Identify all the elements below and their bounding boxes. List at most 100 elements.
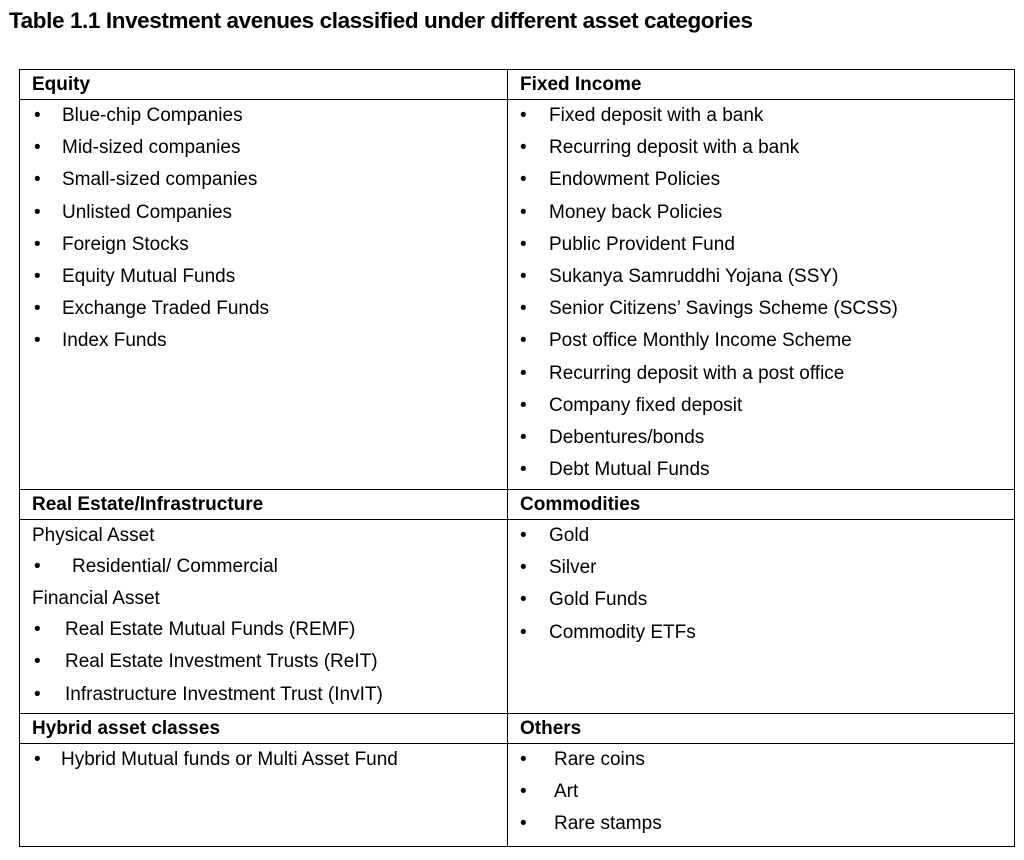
list-item-text: Equity Mutual Funds — [62, 265, 236, 287]
bullet-icon: • — [520, 298, 527, 320]
list-item: • Recurring deposit with a post office — [508, 358, 1014, 390]
equity-list: • Blue-chip Companies • Mid-sized companies… — [20, 100, 507, 358]
physical-asset-list: • Residential/ Commercial — [20, 551, 507, 583]
list-item-text: Hybrid Mutual funds or Multi Asset Fund — [61, 749, 398, 770]
list-item: • Gold Funds — [508, 584, 1014, 616]
list-item: • Gold — [508, 520, 1014, 552]
others-cell: • Rare coins • Art • Rare stamps — [507, 743, 1015, 847]
bullet-icon: • — [34, 169, 41, 191]
list-item-text: Debentures/bonds — [549, 426, 705, 448]
real-estate-header: Real Estate/Infrastructure — [19, 489, 508, 520]
bullet-icon: • — [520, 781, 527, 803]
list-item-text: Art — [554, 781, 579, 803]
table-title: Table 1.1 Investment avenues classified … — [9, 8, 753, 33]
list-item: • Real Estate Mutual Funds (REMF) — [20, 614, 507, 646]
bullet-icon: • — [520, 169, 527, 191]
bullet-icon: • — [34, 233, 41, 255]
list-item-text: Real Estate Mutual Funds (REMF) — [65, 619, 356, 641]
bullet-icon: • — [34, 749, 41, 770]
physical-asset-label: Physical Asset — [32, 525, 155, 546]
list-item: • Company fixed deposit — [508, 390, 1014, 422]
list-item-text: Blue-chip Companies — [62, 105, 243, 126]
list-item: • Hybrid Mutual funds or Multi Asset Fund — [20, 744, 507, 776]
list-item-text: Senior Citizens’ Savings Scheme (SCSS) — [549, 298, 898, 320]
bullet-icon: • — [34, 556, 41, 577]
fixed-income-header: Fixed Income — [507, 69, 1015, 100]
table-header-row: Hybrid asset classes Others — [19, 713, 1015, 744]
list-item: • Blue-chip Companies — [20, 100, 507, 132]
list-item-text: Recurring deposit with a bank — [549, 137, 800, 159]
equity-header: Equity — [19, 69, 508, 100]
list-item: • Rare stamps — [508, 808, 1014, 840]
table-header-row: Real Estate/Infrastructure Commodities — [19, 489, 1015, 520]
fixed-income-list: • Fixed deposit with a bank • Recurring dep… — [508, 100, 1014, 486]
bullet-icon: • — [34, 201, 41, 223]
table-row: Physical Asset • Residential/ Commercial … — [19, 519, 1015, 714]
list-item-text: Public Provident Fund — [549, 233, 735, 255]
bullet-icon: • — [520, 265, 527, 287]
bullet-icon: • — [520, 589, 527, 611]
financial-asset-list: • Real Estate Mutual Funds (REMF) • Real Es… — [20, 614, 507, 711]
list-item: • Money back Policies — [508, 197, 1014, 229]
list-item: • Commodity ETFs — [508, 617, 1014, 649]
list-item: • Rare coins — [508, 744, 1014, 776]
bullet-icon: • — [520, 201, 527, 223]
bullet-icon: • — [520, 813, 527, 835]
hybrid-cell: • Hybrid Mutual funds or Multi Asset Fund — [19, 743, 508, 847]
commodities-header: Commodities — [507, 489, 1015, 520]
list-item: • Recurring deposit with a bank — [508, 132, 1014, 164]
list-item-text: Sukanya Samruddhi Yojana (SSY) — [549, 265, 839, 287]
bullet-icon: • — [520, 459, 527, 481]
table-header-row: Equity Fixed Income — [19, 69, 1015, 100]
bullet-icon: • — [520, 621, 527, 643]
bullet-icon: • — [520, 105, 527, 126]
bullet-icon: • — [520, 557, 527, 579]
bullet-icon: • — [34, 619, 41, 641]
list-item: • Small-sized companies — [20, 164, 507, 196]
bullet-icon: • — [34, 265, 41, 287]
list-item-text: Small-sized companies — [62, 169, 258, 191]
equity-cell: • Blue-chip Companies • Mid-sized companies… — [19, 99, 508, 490]
others-header: Others — [507, 713, 1015, 744]
bullet-icon: • — [520, 749, 527, 770]
bullet-icon: • — [34, 137, 41, 159]
commodities-cell: • Gold • Silver • Gold Funds • Commodity ETFs — [507, 519, 1015, 714]
list-item-text: Rare coins — [554, 749, 645, 770]
list-item: • Index Funds — [20, 325, 507, 357]
list-item: • Foreign Stocks — [20, 229, 507, 261]
list-item-text: Commodity ETFs — [549, 621, 696, 643]
list-item: • Residential/ Commercial — [20, 551, 507, 583]
table-row: • Hybrid Mutual funds or Multi Asset Fund… — [19, 743, 1015, 847]
bullet-icon: • — [520, 394, 527, 416]
list-item: • Post office Monthly Income Scheme — [508, 325, 1014, 357]
list-item: • Silver — [508, 552, 1014, 584]
bullet-icon: • — [520, 137, 527, 159]
list-item-text: Infrastructure Investment Trust (InvIT) — [65, 683, 383, 705]
list-item: • Infrastructure Investment Trust (InvIT) — [20, 679, 507, 711]
bullet-icon: • — [520, 426, 527, 448]
hybrid-list: • Hybrid Mutual funds or Multi Asset Fund — [20, 744, 507, 776]
list-item: • Endowment Policies — [508, 164, 1014, 196]
list-item: • Fixed deposit with a bank — [508, 100, 1014, 132]
list-item-text: Recurring deposit with a post office — [549, 362, 845, 384]
list-item: • Art — [508, 776, 1014, 808]
list-item: • Debt Mutual Funds — [508, 454, 1014, 486]
list-item: • Unlisted Companies — [20, 197, 507, 229]
list-item: • Equity Mutual Funds — [20, 261, 507, 293]
list-item-text: Post office Monthly Income Scheme — [549, 330, 852, 352]
list-item-text: Debt Mutual Funds — [549, 459, 710, 481]
list-item: • Public Provident Fund — [508, 229, 1014, 261]
list-item-text: Unlisted Companies — [62, 201, 233, 223]
bullet-icon: • — [520, 233, 527, 255]
list-item: • Real Estate Investment Trusts (ReIT) — [20, 646, 507, 678]
bullet-icon: • — [34, 298, 41, 320]
bullet-icon: • — [34, 651, 41, 673]
list-item-text: Index Funds — [62, 330, 167, 352]
list-item: • Sukanya Samruddhi Yojana (SSY) — [508, 261, 1014, 293]
table-row: • Blue-chip Companies • Mid-sized companies… — [19, 99, 1015, 490]
bullet-icon: • — [34, 683, 41, 705]
list-item: • Senior Citizens’ Savings Scheme (SCSS) — [508, 293, 1014, 325]
list-item-text: Endowment Policies — [549, 169, 721, 191]
list-item-text: Gold Funds — [549, 589, 648, 611]
list-item-text: Residential/ Commercial — [72, 556, 278, 577]
